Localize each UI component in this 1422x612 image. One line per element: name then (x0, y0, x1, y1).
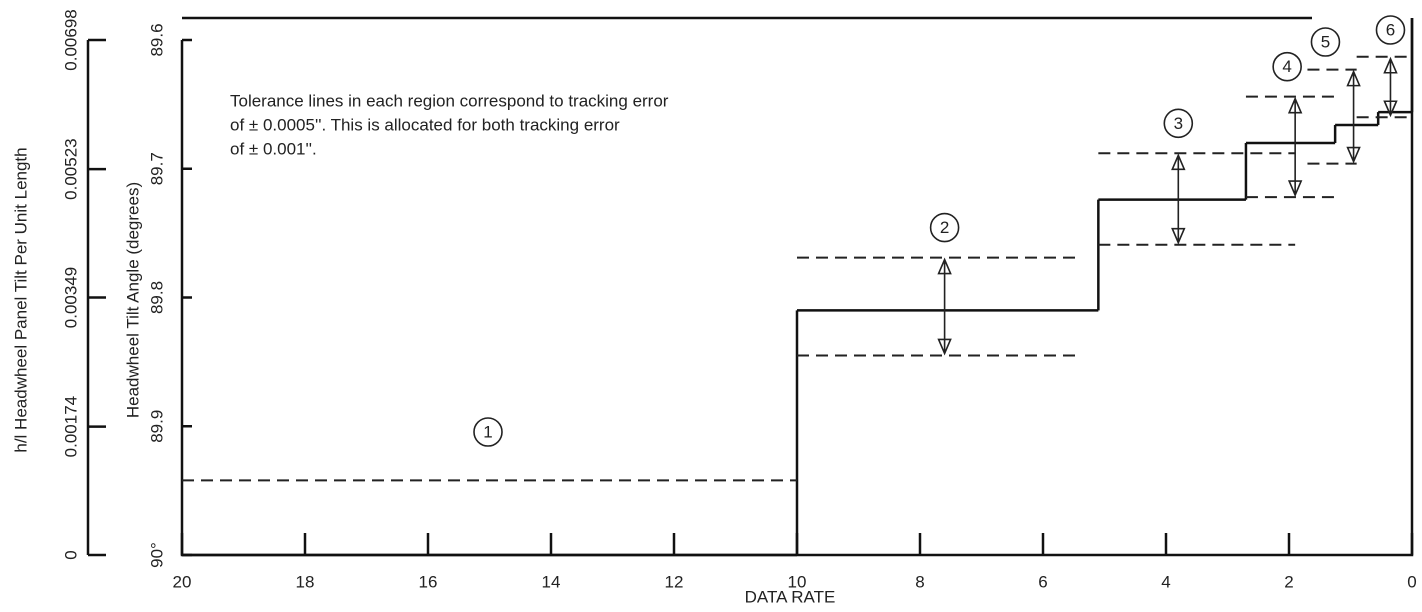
region-circle (1310, 27, 1341, 57)
region-label: 6 (1386, 20, 1395, 39)
region-label: 3 (1174, 114, 1183, 133)
y2-tick-label: 0.00523 (61, 138, 80, 199)
annotation: of ± 0.0005''. This is allocated for bot… (230, 115, 620, 134)
x-tick-label: 2 (1284, 572, 1293, 591)
x-axis-title: DATA RATE (745, 587, 836, 606)
x-tick-label: 20 (173, 572, 192, 591)
x-tick-label: 4 (1161, 572, 1170, 591)
x-tick-label: 18 (296, 572, 315, 591)
x-tick-label: 8 (915, 572, 924, 591)
y-tick-label: 89.6 (147, 23, 166, 56)
tolerance-arrow (937, 257, 952, 356)
x-tick-label: 14 (542, 572, 561, 591)
y-tick-label: 89.9 (147, 410, 166, 443)
y-tick-label: 89.8 (147, 281, 166, 314)
region-circle (1375, 15, 1406, 45)
y2-tick-label: 0.00698 (61, 9, 80, 70)
region-circle (1163, 108, 1194, 139)
tolerance-arrow (1287, 96, 1303, 198)
y2-axis-title: h/l Headwheel Panel Tilt Per Unit Length (11, 147, 30, 452)
tolerance-arrow (1383, 56, 1398, 118)
x-tick-label: 16 (419, 572, 438, 591)
tolerance-arrow (1171, 153, 1186, 245)
region-label: 1 (483, 422, 492, 441)
x-tick-label: 10 (788, 572, 807, 591)
region-circle (1272, 51, 1302, 82)
y2-tick-label: 0.00174 (61, 396, 80, 457)
y2-tick-label: 0 (61, 550, 80, 559)
annotation: of ± 0.001''. (230, 139, 317, 158)
tolerance-arrow (1346, 69, 1361, 164)
y-tick-label: 90° (147, 542, 166, 568)
y-tick-label: 89.7 (147, 152, 166, 185)
y-axis-title: Headwheel Tilt Angle (degrees) (123, 182, 142, 418)
x-tick-label: 0 (1407, 572, 1416, 591)
region-label: 5 (1321, 32, 1330, 51)
region-label: 2 (940, 218, 949, 237)
region-circle (929, 212, 960, 243)
x-tick-label: 12 (665, 572, 684, 591)
region-circle (473, 417, 503, 447)
region-label: 4 (1282, 57, 1291, 76)
x-tick-label: 6 (1038, 572, 1047, 591)
y2-tick-label: 0.00349 (61, 267, 80, 328)
annotation: Tolerance lines in each region correspon… (230, 91, 669, 110)
